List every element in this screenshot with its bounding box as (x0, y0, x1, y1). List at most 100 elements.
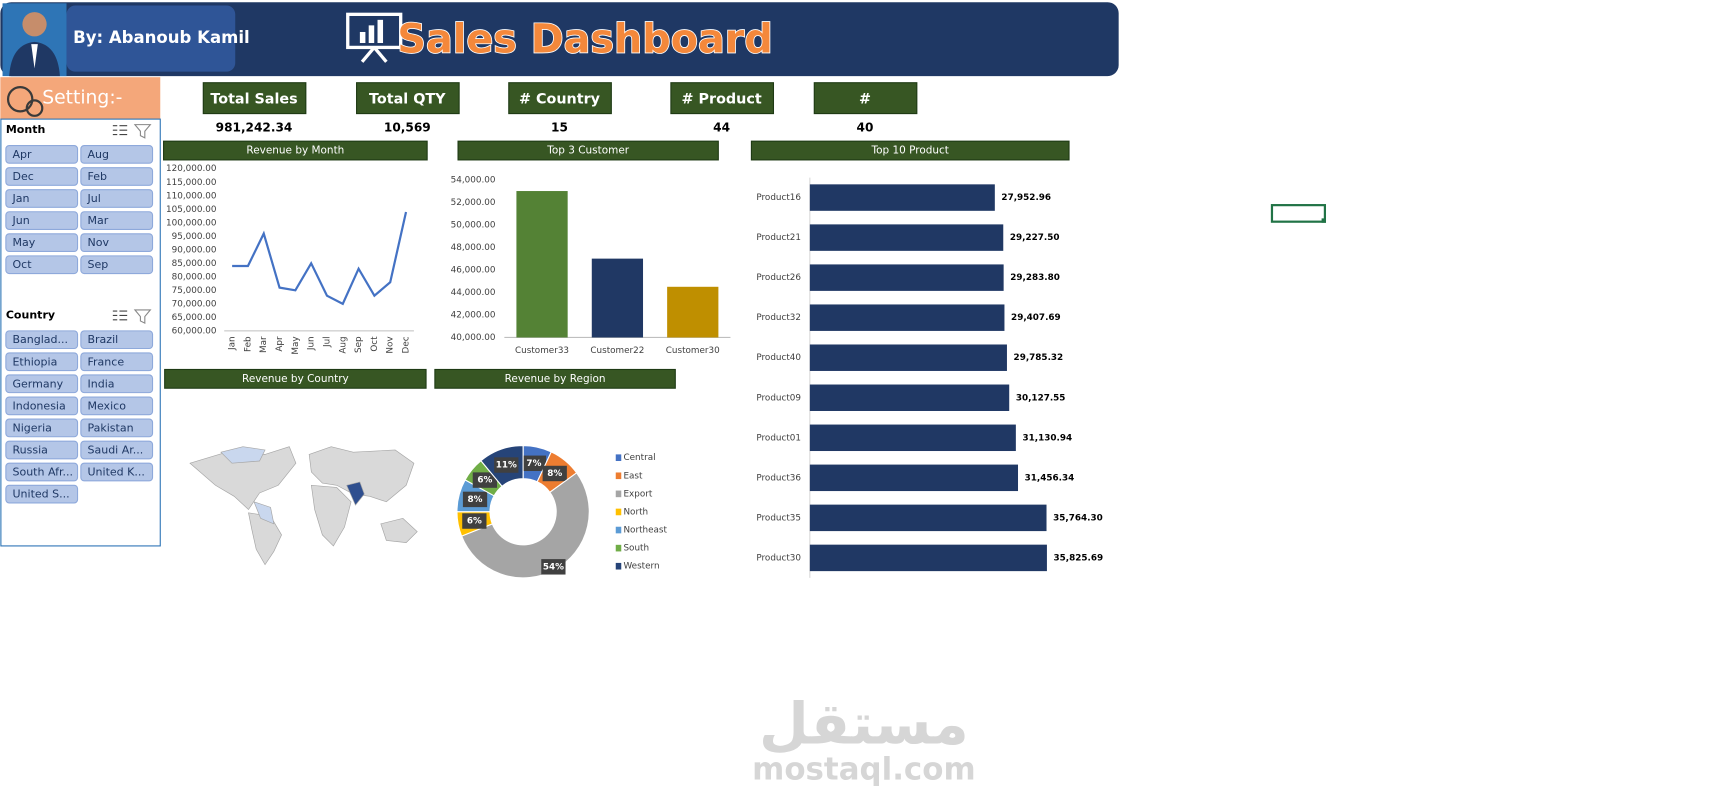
slicer-item[interactable] (80, 233, 154, 253)
slicer-item[interactable] (5, 189, 79, 208)
kpi-value: 981,242.34 (216, 120, 293, 134)
slicer-item-label: Mexico (87, 399, 126, 412)
data-label-box (462, 491, 488, 508)
y-tick-label: 120,000.00 (166, 164, 217, 174)
data-label-box (494, 457, 519, 473)
slicer-item-label: Indonesia (12, 399, 65, 412)
x-tick-label: Customer33 (515, 346, 569, 356)
slicer-item[interactable] (80, 418, 154, 438)
slicer-item[interactable] (5, 211, 79, 230)
slicer-item-label: United K... (87, 466, 144, 479)
slicer-item[interactable] (80, 145, 154, 164)
data-label: 30,127.55 (1016, 393, 1066, 403)
kpi-label: Total Sales (210, 91, 297, 107)
data-label: 29,785.32 (1014, 353, 1064, 363)
chart-title-bar (457, 140, 719, 161)
kpi-label: # (859, 91, 871, 107)
slicer-item[interactable] (5, 255, 79, 275)
slicer-item-label: Saudi Ar... (87, 444, 143, 457)
data-label-box (462, 513, 487, 529)
slicer-item[interactable] (80, 255, 154, 275)
data-label: 31,456.34 (1025, 473, 1075, 483)
author: By: Abanoub Kamil (73, 28, 250, 47)
y-tick-label: 95,000.00 (172, 232, 217, 242)
settings-label: Setting:- (42, 88, 122, 109)
x-tick-label: Jul (322, 336, 332, 348)
dashboard-title: Sales Dashboard (397, 16, 772, 62)
x-tick-label: Jan (228, 336, 238, 351)
slicer-item[interactable] (5, 484, 79, 504)
multi-select-icon (112, 125, 128, 136)
slicer-item[interactable] (5, 374, 79, 394)
slicer-item[interactable] (5, 330, 79, 350)
slicer-item-label: Russia (12, 444, 47, 457)
y-tick-label: Product21 (756, 233, 801, 243)
slicer-item[interactable] (5, 418, 79, 438)
slicer-item[interactable] (80, 167, 154, 186)
y-tick-label: Product16 (756, 193, 801, 203)
x-tick-label: Dec (402, 336, 412, 353)
slicer-item[interactable] (80, 330, 154, 350)
slicer-item[interactable] (5, 167, 79, 186)
legend-label: Western (623, 562, 659, 572)
data-label: 31,130.94 (1022, 433, 1072, 443)
slicer-item[interactable] (5, 145, 79, 164)
slicer-item[interactable] (80, 189, 154, 208)
y-tick-label: 100,000.00 (166, 218, 217, 228)
slicer-item-label: Dec (12, 170, 33, 183)
y-tick-label: 105,000.00 (166, 205, 217, 215)
data-label: 6% (477, 476, 492, 486)
y-tick-label: 48,000.00 (451, 243, 496, 253)
data-label-box (472, 472, 497, 488)
slicer-item-label: Nov (87, 236, 109, 249)
slicer-item[interactable] (5, 462, 79, 482)
slicer-item-label: Ethiopia (12, 355, 57, 368)
data-label: 6% (467, 517, 482, 527)
y-tick-label: 52,000.00 (451, 198, 496, 208)
slicer-item[interactable] (80, 211, 154, 230)
y-tick-label: 110,000.00 (166, 191, 217, 201)
slicer-item-label: Jun (11, 214, 29, 227)
clear-filter-icon[interactable] (133, 309, 152, 325)
slicer-item[interactable] (5, 233, 79, 253)
slicer-item-label: United S... (12, 488, 69, 501)
clear-filter-icon[interactable] (133, 124, 152, 139)
data-label: 7% (526, 459, 541, 469)
x-tick-label: Sep (354, 336, 364, 353)
slicer-item[interactable] (5, 396, 79, 416)
slicer-item[interactable] (5, 440, 79, 460)
slicer-title: Country (6, 308, 55, 321)
slicer-item-label: Mar (87, 214, 108, 227)
slicer-item[interactable] (80, 374, 154, 394)
slicer-item-label: Jul (86, 192, 100, 205)
x-tick-label: Nov (386, 336, 396, 353)
data-label: 54% (543, 562, 564, 572)
slicer-item-label: Germany (12, 377, 63, 390)
chart-title-bar (434, 368, 676, 389)
slicer-item[interactable] (80, 352, 154, 372)
chart-title: Top 3 Customer (546, 145, 630, 157)
slicer-item[interactable] (5, 352, 79, 372)
kpi-label: # Product (682, 91, 762, 107)
kpi-label: # Country (519, 91, 601, 107)
data-label: 29,407.69 (1011, 313, 1061, 323)
slicer-item[interactable] (80, 440, 154, 460)
kpi-value: 44 (713, 120, 730, 134)
kpi-label: Total QTY (369, 91, 446, 107)
chart-title: Top 10 Product (871, 145, 949, 157)
slicer-item[interactable] (80, 462, 154, 482)
slicer-item[interactable] (80, 396, 154, 416)
chart-title-bar (163, 140, 428, 161)
bar (809, 304, 1005, 331)
world-map (189, 446, 418, 566)
slicer-item-label: Sep (87, 258, 108, 271)
data-label: 11% (496, 461, 517, 471)
bar (809, 424, 1016, 452)
x-tick-label: Mar (259, 336, 269, 353)
kpi-box (356, 82, 460, 115)
legend-swatch (615, 490, 622, 498)
y-tick-label: Product40 (756, 353, 801, 363)
legend-swatch (615, 544, 622, 552)
bar (809, 184, 995, 211)
bar (809, 504, 1047, 532)
